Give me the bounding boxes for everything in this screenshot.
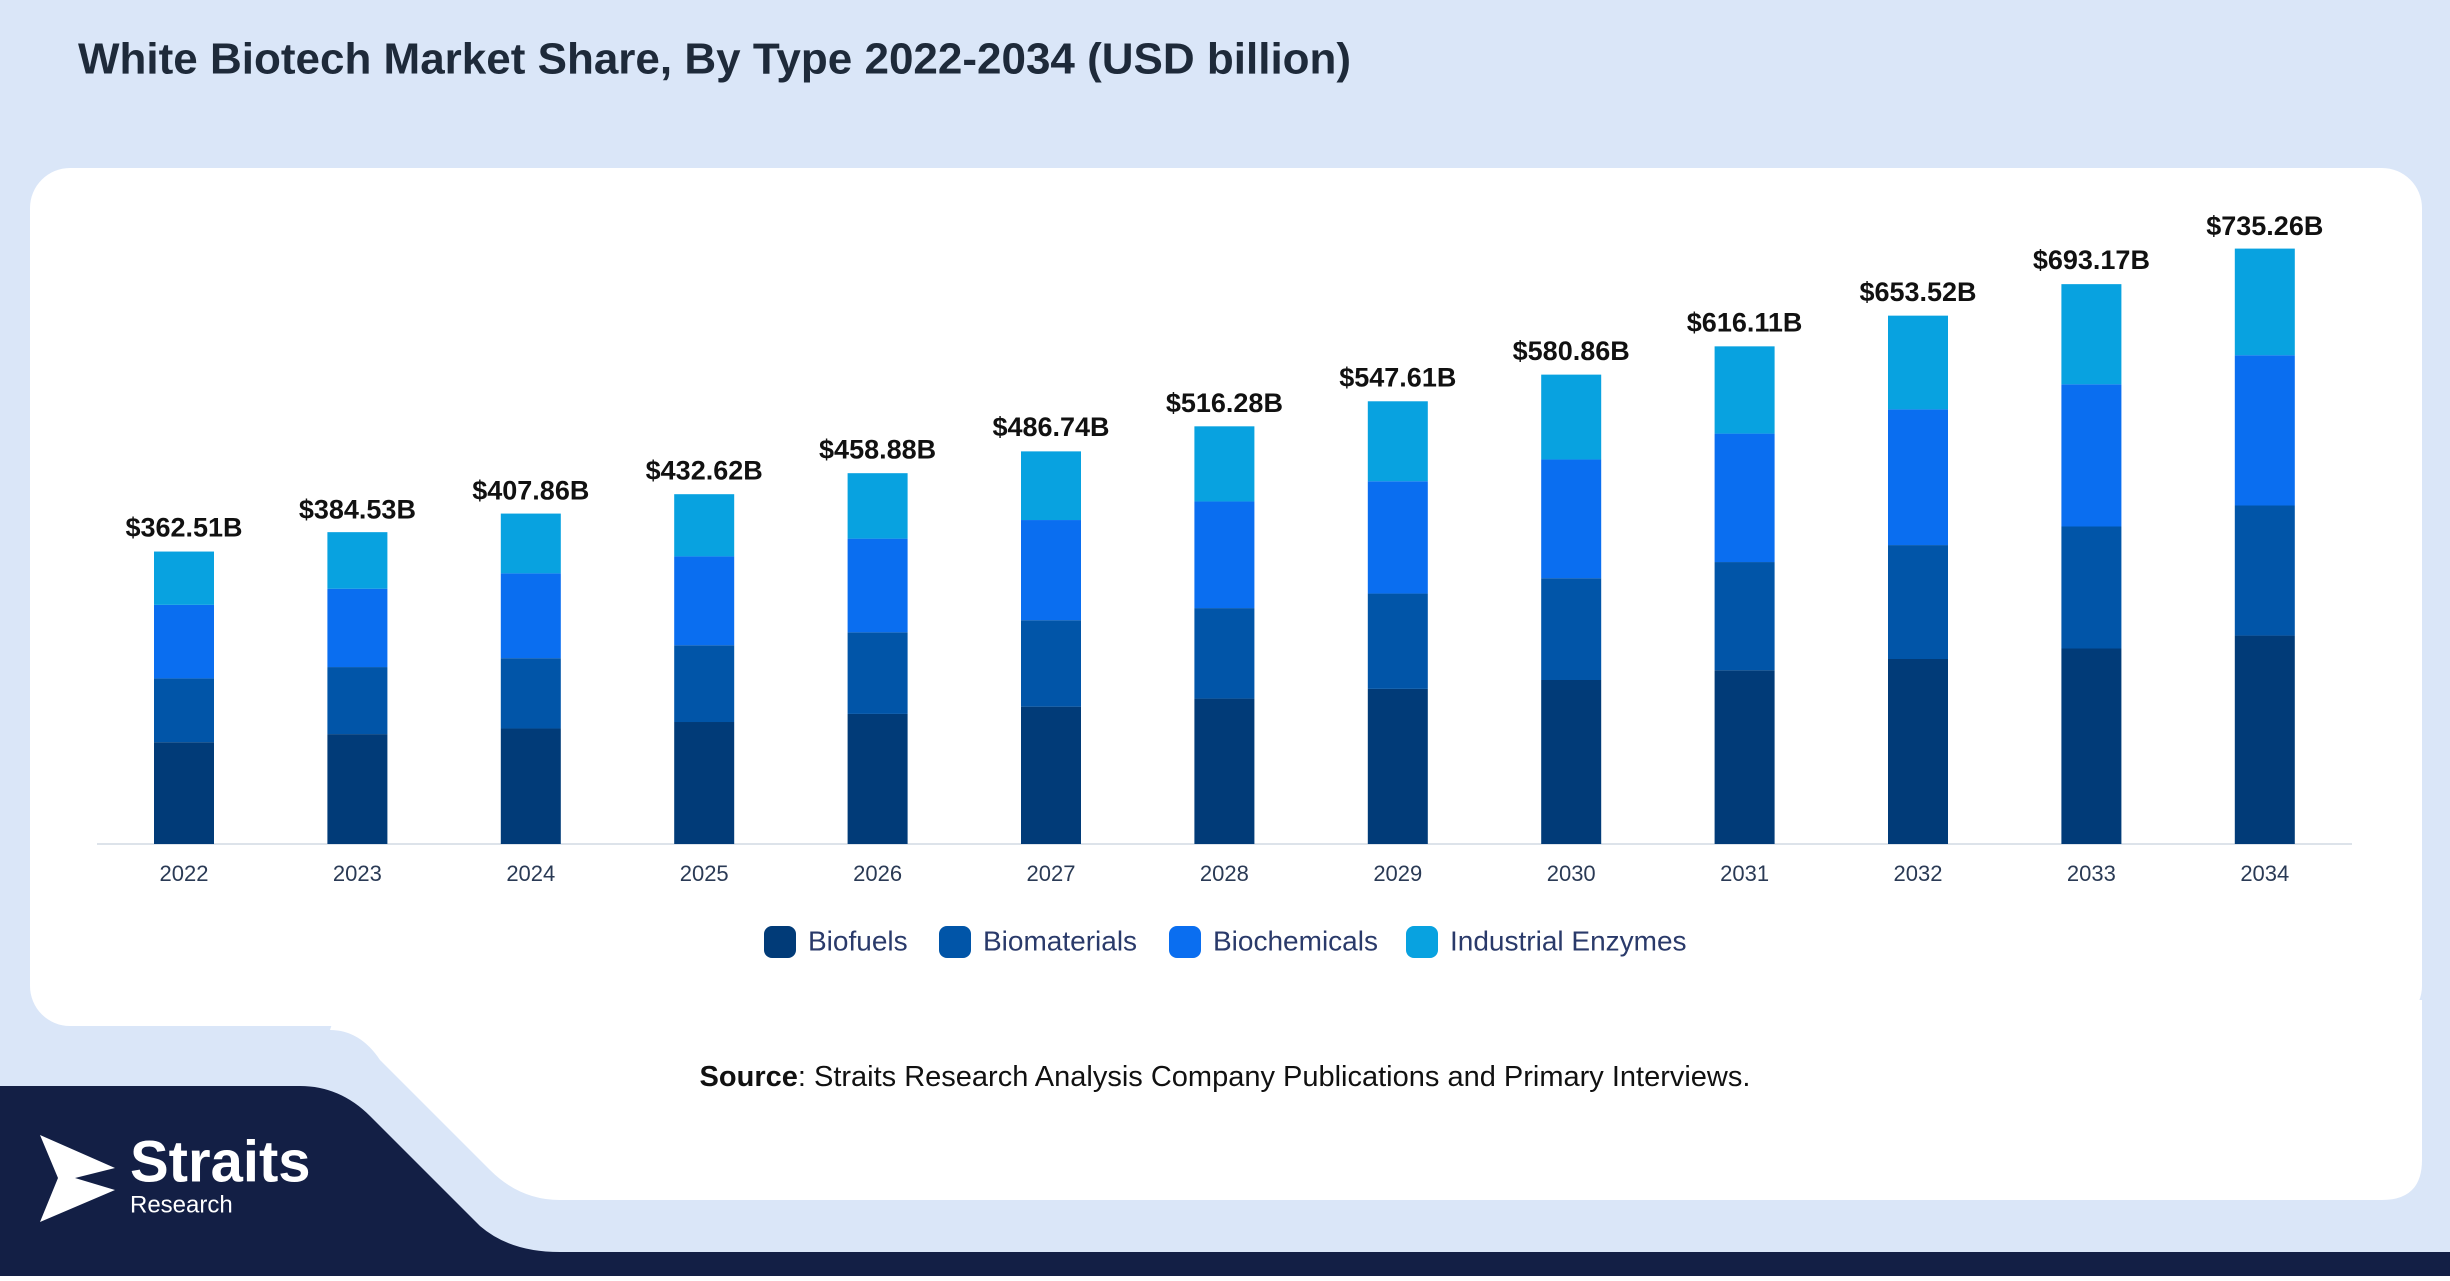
bar-segment — [1714, 433, 1775, 563]
x-tick-label: 2028 — [1200, 861, 1249, 886]
x-tick-label: 2033 — [2067, 861, 2116, 886]
x-tick-label: 2031 — [1720, 861, 1769, 886]
bar-segment — [327, 667, 388, 735]
bar-segment — [1021, 706, 1081, 844]
x-tick-label: 2029 — [1373, 861, 1422, 886]
x-tick-label: 2030 — [1547, 861, 1596, 886]
x-tick-label: 2022 — [160, 861, 209, 886]
bar-segment — [500, 573, 561, 659]
bar-segment — [674, 722, 735, 844]
bar-segment — [2061, 284, 2122, 385]
bar-segment — [1021, 520, 1081, 621]
legend-label: Industrial Enzymes — [1450, 925, 1687, 956]
legend-swatch — [764, 926, 796, 958]
bar-segment — [847, 473, 908, 539]
legend-swatch — [1406, 926, 1438, 958]
bar-segment — [2234, 505, 2295, 636]
bar-segment — [1888, 409, 1948, 546]
bar-segment — [2061, 384, 2122, 527]
footer-band — [0, 1086, 2450, 1276]
source-label: Source — [700, 1061, 798, 1093]
logo-name: Straits — [130, 1129, 311, 1194]
logo-icon — [40, 1135, 115, 1222]
bar-segment — [500, 728, 561, 844]
x-tick-label: 2032 — [1894, 861, 1943, 886]
total-label: $580.86B — [1513, 336, 1630, 366]
source: Source: Straits Research Analysis Compan… — [700, 1061, 1751, 1093]
bar-segment — [327, 532, 388, 589]
bar-segment — [1714, 562, 1775, 671]
total-label: $384.53B — [299, 494, 416, 524]
x-tick-label: 2034 — [2240, 861, 2289, 886]
bar-segment — [2234, 635, 2295, 844]
bar-segment — [1021, 451, 1081, 521]
bar-segment — [674, 556, 735, 646]
bar-segment — [1714, 346, 1775, 434]
bar-segment — [674, 645, 735, 723]
bar-segment — [674, 494, 735, 557]
bar-segment — [847, 713, 908, 844]
bar-segment — [154, 604, 214, 679]
x-tick-label: 2026 — [853, 861, 902, 886]
bar-segment — [1021, 620, 1081, 707]
bar-segment — [1888, 315, 1948, 410]
bar-segment — [1367, 401, 1428, 482]
bar-segment — [500, 658, 561, 729]
card-lower — [330, 1000, 2422, 1200]
bar-segment — [847, 538, 908, 633]
total-label: $735.26B — [2206, 211, 2323, 241]
x-tick-label: 2025 — [680, 861, 729, 886]
bar-segment — [2234, 248, 2295, 356]
legend-swatch — [1169, 926, 1201, 958]
bar-segment — [327, 734, 388, 844]
bar-segment — [1194, 698, 1255, 844]
total-label: $516.28B — [1166, 388, 1283, 418]
bar-segment — [1367, 481, 1428, 594]
bar-segment — [500, 513, 561, 574]
bar-segment — [1194, 608, 1255, 699]
bar-segment — [1367, 593, 1428, 689]
legend-label: Biochemicals — [1213, 925, 1378, 956]
bar-segment — [154, 742, 214, 844]
total-label: $547.61B — [1339, 363, 1456, 393]
total-label: $616.11B — [1687, 307, 1803, 337]
total-label: $653.52B — [1859, 277, 1976, 307]
total-label: $407.86B — [472, 476, 589, 506]
bar-segment — [847, 632, 908, 714]
legend-label: Biomaterials — [983, 925, 1137, 956]
bar-segment — [1541, 459, 1602, 579]
bar-segment — [1541, 680, 1602, 844]
bar-segment — [1194, 426, 1255, 502]
bar-segment — [1714, 670, 1775, 844]
legend-swatch — [939, 926, 971, 958]
total-label: $458.88B — [819, 434, 936, 464]
bar-segment — [1888, 658, 1948, 844]
bar-segment — [2061, 526, 2122, 649]
bar-segment — [1541, 374, 1602, 460]
bar-segment — [1367, 688, 1428, 844]
source-text: : Straits Research Analysis Company Publ… — [798, 1061, 1751, 1093]
bar-segment — [2061, 648, 2122, 844]
logo-tagline: Research — [130, 1191, 233, 1218]
bar-segment — [2234, 355, 2295, 506]
bar-segment — [327, 588, 388, 668]
bar-segment — [1888, 545, 1948, 659]
bar-segment — [1541, 578, 1602, 681]
chart-title: White Biotech Market Share, By Type 2022… — [78, 35, 1351, 84]
total-label: $362.51B — [125, 512, 242, 542]
legend-label: Biofuels — [808, 925, 908, 956]
x-tick-label: 2023 — [333, 861, 382, 886]
bar-segment — [154, 678, 214, 743]
x-tick-label: 2024 — [506, 861, 555, 886]
total-label: $432.62B — [646, 456, 763, 486]
bar-segment — [1194, 501, 1255, 609]
total-label: $693.17B — [2033, 245, 2150, 275]
bar-segment — [154, 551, 214, 605]
x-tick-label: 2027 — [1027, 861, 1076, 886]
total-label: $486.74B — [992, 412, 1109, 442]
